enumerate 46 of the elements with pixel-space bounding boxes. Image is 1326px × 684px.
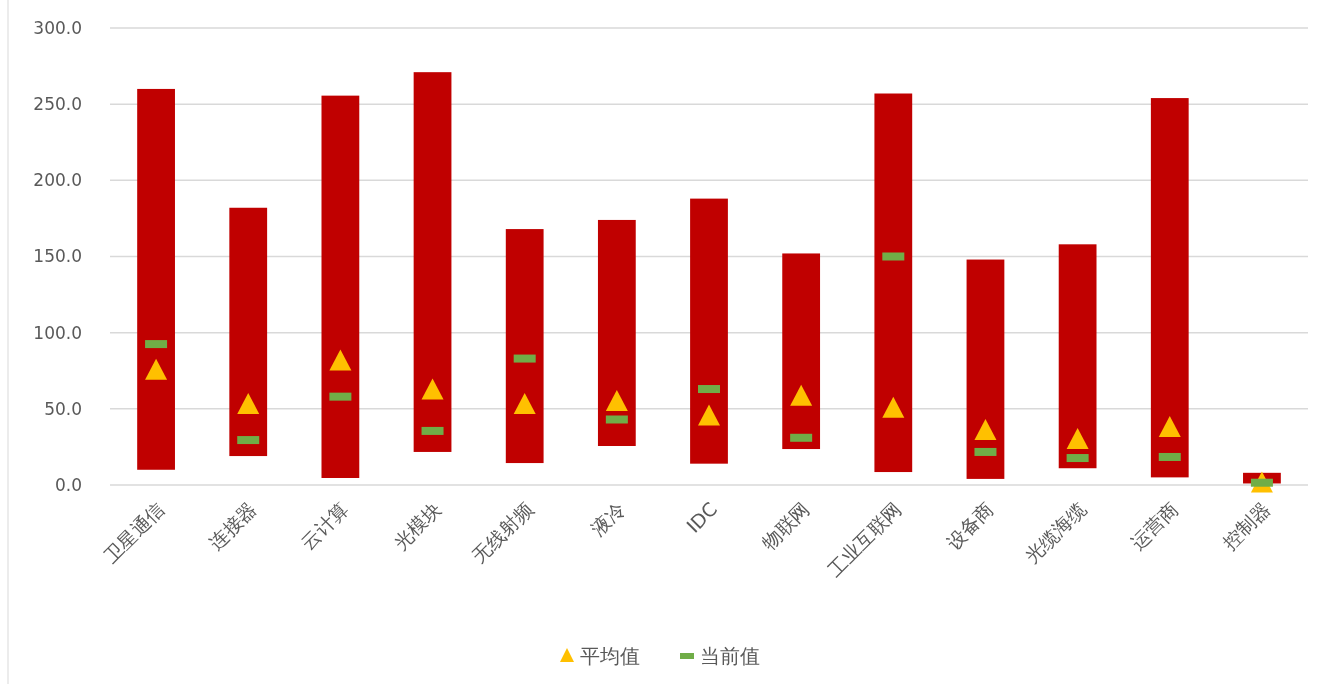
bar	[505, 229, 544, 464]
y-tick-label: 250.0	[33, 94, 82, 115]
bar	[597, 219, 636, 446]
legend-label: 当前值	[700, 644, 760, 668]
x-tick-label: IDC	[681, 497, 722, 537]
bar	[137, 88, 175, 470]
point	[974, 418, 997, 440]
bar	[782, 253, 821, 450]
x-tick-label: 云计算	[296, 497, 353, 554]
point	[882, 396, 905, 418]
point	[513, 393, 536, 415]
x-tick-label: 光缆海缆	[1020, 497, 1090, 567]
x-tick-label: 液冷	[586, 497, 630, 541]
y-tick-label: 200.0	[33, 170, 82, 191]
y-tick-label: 150.0	[33, 246, 82, 267]
x-tick-label: 无线射频	[467, 497, 537, 567]
point	[329, 349, 352, 371]
x-tick-label: 光模块	[388, 497, 445, 554]
x-tick-label: 控制器	[1218, 497, 1275, 554]
x-tick-label: 连接器	[204, 497, 261, 554]
y-tick-label: 300.0	[33, 17, 82, 38]
point	[1158, 415, 1181, 437]
bar	[413, 72, 452, 452]
x-tick-label: 物联网	[757, 497, 814, 554]
point	[790, 384, 813, 406]
bar	[966, 259, 1005, 479]
bar	[690, 198, 728, 464]
x-tick-label: 运营商	[1126, 497, 1182, 554]
point	[237, 393, 260, 415]
x-tick-label: 设备商	[941, 497, 998, 554]
legend-label: 平均值	[580, 644, 640, 668]
point	[421, 378, 444, 400]
x-tick-label: 工业互联网	[822, 497, 906, 581]
bar	[321, 95, 360, 478]
bar	[229, 207, 268, 457]
y-tick-label: 100.0	[33, 322, 82, 343]
x-tick-label: 卫星通信	[99, 497, 169, 567]
point	[145, 358, 168, 380]
bar	[1150, 98, 1189, 478]
y-tick-label: 50.0	[44, 398, 82, 419]
y-tick-label: 0.0	[54, 474, 82, 495]
point	[1066, 428, 1089, 450]
point	[698, 404, 720, 426]
bar	[874, 93, 913, 473]
point	[605, 389, 628, 411]
bar	[1058, 244, 1097, 469]
